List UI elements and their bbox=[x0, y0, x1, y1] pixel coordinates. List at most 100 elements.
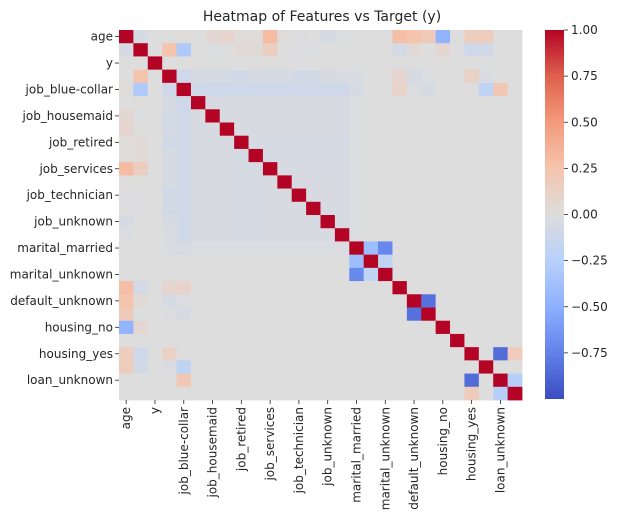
heatmap-cell bbox=[119, 43, 134, 57]
heatmap-cell bbox=[334, 228, 350, 242]
heatmap-cell bbox=[464, 320, 480, 335]
heatmap-cell bbox=[162, 241, 177, 256]
heatmap-cell bbox=[190, 386, 206, 401]
heatmap-cell bbox=[219, 281, 235, 295]
heatmap-cell bbox=[406, 188, 422, 203]
heatmap-cell bbox=[219, 307, 235, 322]
heatmap-cell bbox=[349, 267, 365, 282]
heatmap-cell bbox=[435, 215, 451, 229]
heatmap-cell bbox=[190, 254, 206, 269]
heatmap-cell bbox=[234, 175, 249, 189]
heatmap-cell bbox=[219, 175, 235, 189]
heatmap-cell bbox=[334, 188, 350, 203]
heatmap-cell bbox=[248, 228, 264, 242]
heatmap-cell bbox=[119, 373, 134, 388]
heatmap-cell bbox=[507, 135, 523, 150]
heatmap-cell bbox=[478, 294, 494, 308]
heatmap-cell bbox=[464, 333, 480, 348]
heatmap-cell bbox=[421, 228, 437, 242]
heatmap-cell bbox=[176, 320, 192, 335]
heatmap-cell bbox=[205, 254, 221, 269]
heatmap-cell bbox=[349, 241, 365, 256]
heatmap-cell bbox=[119, 122, 134, 137]
heatmap-cell bbox=[378, 320, 393, 335]
x-tick-label: housing_yes bbox=[465, 407, 479, 481]
heatmap-cell bbox=[406, 373, 422, 388]
heatmap-cell bbox=[507, 294, 523, 308]
heatmap-cell bbox=[507, 69, 523, 84]
heatmap-cell bbox=[190, 56, 206, 71]
heatmap-cell bbox=[406, 228, 422, 242]
heatmap-cell bbox=[205, 333, 221, 348]
heatmap-cell bbox=[190, 373, 206, 388]
heatmap-cell bbox=[119, 347, 134, 361]
heatmap-cell bbox=[234, 56, 249, 71]
heatmap-cell bbox=[334, 56, 350, 71]
heatmap-cell bbox=[119, 82, 134, 97]
heatmap-cell bbox=[378, 307, 393, 322]
heatmap-cell bbox=[277, 82, 293, 97]
heatmap-cell bbox=[162, 135, 177, 150]
x-tick-label: job_housemaid bbox=[206, 407, 220, 498]
x-axis-ticks: age y job_blue-collar job_housemaid job_reti… bbox=[119, 400, 507, 510]
heatmap-cell bbox=[277, 43, 293, 57]
heatmap-cell bbox=[119, 109, 134, 123]
heatmap-cell bbox=[421, 333, 437, 348]
heatmap-cell bbox=[464, 360, 480, 374]
heatmap-cell bbox=[190, 320, 206, 335]
heatmap-cell bbox=[133, 148, 149, 163]
heatmap-cell bbox=[234, 188, 249, 203]
heatmap-cell bbox=[478, 307, 494, 322]
heatmap-cell bbox=[277, 69, 293, 84]
heatmap-cell bbox=[320, 96, 336, 110]
heatmap-cell bbox=[277, 30, 293, 44]
heatmap-cell bbox=[248, 254, 264, 269]
heatmap-cell bbox=[421, 347, 437, 361]
heatmap-cell bbox=[248, 122, 264, 137]
heatmap-cell bbox=[306, 307, 321, 322]
heatmap-cell bbox=[349, 162, 365, 176]
heatmap-cell bbox=[349, 188, 365, 203]
heatmap-cell bbox=[277, 294, 293, 308]
y-tick-label: job_blue-collar bbox=[25, 82, 114, 96]
heatmap-cell bbox=[464, 386, 480, 401]
heatmap-cell bbox=[363, 294, 379, 308]
heatmap-cell bbox=[406, 96, 422, 110]
heatmap-cell bbox=[493, 201, 508, 216]
heatmap-cell bbox=[406, 267, 422, 282]
heatmap-cell bbox=[133, 175, 149, 189]
heatmap-cell bbox=[421, 386, 437, 401]
heatmap-cell bbox=[277, 96, 293, 110]
heatmap-cell bbox=[147, 373, 163, 388]
heatmap-cell bbox=[219, 43, 235, 57]
heatmap-cell bbox=[162, 294, 177, 308]
heatmap-cell bbox=[435, 122, 451, 137]
heatmap-cell bbox=[363, 347, 379, 361]
heatmap-cell bbox=[435, 241, 451, 256]
heatmap-cell bbox=[248, 281, 264, 295]
heatmap-cell bbox=[435, 175, 451, 189]
y-tick-label: job_technician bbox=[26, 188, 113, 202]
heatmap-cell bbox=[262, 360, 278, 374]
heatmap-cell bbox=[450, 135, 465, 150]
heatmap-cell bbox=[320, 30, 336, 44]
heatmap-cell bbox=[176, 347, 192, 361]
heatmap-cell bbox=[406, 109, 422, 123]
heatmap-cell bbox=[406, 148, 422, 163]
heatmap-cell bbox=[334, 360, 350, 374]
heatmap-cell bbox=[306, 82, 321, 97]
heatmap-cell bbox=[291, 122, 307, 137]
heatmap-cell bbox=[119, 386, 134, 401]
heatmap-cell bbox=[234, 307, 249, 322]
heatmap-cell bbox=[450, 373, 465, 388]
heatmap-cell bbox=[320, 320, 336, 335]
colorbar-tick-label: −0.50 bbox=[571, 300, 608, 314]
heatmap-cell bbox=[291, 360, 307, 374]
heatmap-cell bbox=[378, 347, 393, 361]
heatmap-cell bbox=[464, 281, 480, 295]
heatmap-cell bbox=[277, 215, 293, 229]
heatmap-cell bbox=[234, 333, 249, 348]
heatmap-cell bbox=[493, 96, 508, 110]
heatmap-cell bbox=[176, 175, 192, 189]
